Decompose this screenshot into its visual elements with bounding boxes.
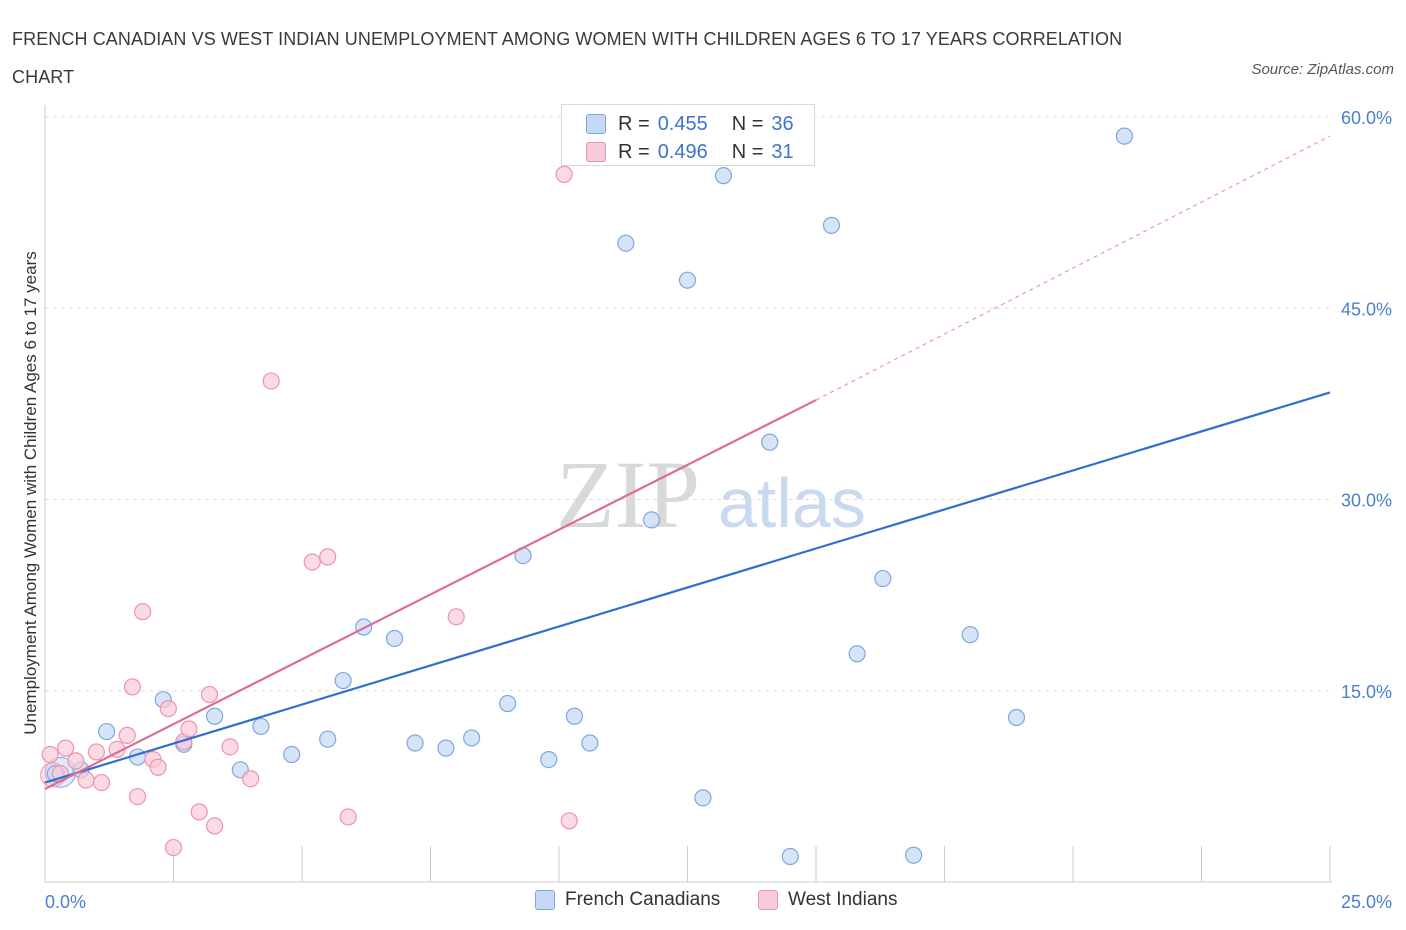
french-point [565, 707, 584, 725]
french-point [761, 433, 779, 451]
chart-title: FRENCH CANADIAN VS WEST INDIAN UNEMPLOYM… [12, 29, 1123, 87]
french-point [206, 707, 224, 725]
west-point [447, 608, 465, 626]
legend-label: West Indians [788, 889, 898, 910]
y-tick-label: 15.0% [1341, 682, 1392, 702]
french-point [694, 789, 712, 807]
french-point [822, 216, 841, 234]
french-point [540, 750, 558, 769]
french-point [252, 717, 270, 736]
legend-item-french[interactable]: French Canadians [535, 889, 720, 911]
west-point [41, 745, 59, 764]
french-point [617, 234, 635, 252]
data-points [40, 127, 1134, 866]
french-point [463, 729, 481, 747]
r-value: 0.496 [657, 140, 708, 163]
french-point [437, 739, 455, 757]
west-point [149, 758, 167, 776]
y-tick-label: 45.0% [1341, 299, 1392, 319]
french-regression-line [44, 391, 1331, 784]
west-point [87, 743, 106, 761]
french-point [848, 645, 866, 663]
french-point [319, 730, 337, 748]
west-point [262, 372, 280, 390]
r-label: R = [618, 140, 650, 163]
tick-labels: 15.0% 30.0% 45.0% 60.0% 0.0% 25.0% [45, 108, 1392, 912]
french-point [334, 671, 352, 690]
west-point [77, 771, 95, 789]
n-label: N = [731, 140, 764, 163]
french-swatch [586, 114, 606, 134]
french-point [781, 847, 799, 866]
axes [44, 105, 1332, 883]
french-point [961, 626, 979, 644]
west-point [128, 787, 147, 806]
west-point [67, 752, 85, 770]
n-value: 36 [771, 112, 794, 135]
west-point [159, 699, 177, 718]
west-point [555, 165, 573, 183]
west-point [134, 603, 152, 621]
n-label: N = [731, 112, 764, 135]
west-point [118, 726, 136, 744]
x-tick-label: 0.0% [45, 892, 86, 912]
west-point [560, 812, 578, 830]
west-point [221, 738, 239, 756]
french-point [406, 734, 424, 752]
west-regression-extension [815, 135, 1331, 401]
west-point [200, 685, 219, 704]
french-point [1115, 127, 1134, 145]
west-point [123, 678, 141, 696]
west-point [303, 553, 321, 571]
west-point [56, 739, 75, 757]
west-point [242, 770, 260, 788]
french-point [385, 629, 404, 648]
french-point [905, 846, 923, 864]
french-point [98, 722, 116, 741]
west-point [164, 838, 183, 857]
west-point [92, 773, 111, 792]
french-point [874, 569, 892, 588]
grid-lines [45, 116, 1330, 692]
y-tick-label: 30.0% [1341, 491, 1392, 511]
west-point [319, 548, 337, 566]
west-swatch [586, 142, 606, 162]
n-value: 31 [771, 140, 794, 163]
french-point [714, 167, 733, 185]
x-tick-label: 25.0% [1341, 892, 1392, 912]
french-point [499, 694, 517, 713]
y-axis-label: Unemployment Among Women with Children A… [21, 251, 40, 735]
stats-legend-row-french: R = 0.455 N = 36 [586, 111, 794, 137]
legend-item-west[interactable]: West Indians [758, 889, 897, 911]
west-point [206, 817, 224, 835]
west-swatch [758, 890, 778, 910]
west-point [190, 803, 208, 821]
west-regression-line [44, 399, 817, 790]
west-point [339, 808, 357, 826]
french-point [678, 271, 697, 289]
watermark: ZIP atlas [556, 441, 866, 548]
r-value: 0.455 [657, 112, 708, 135]
legend-label: French Canadians [565, 889, 721, 910]
french-point [1007, 708, 1026, 727]
french-point [283, 745, 301, 764]
french-point [642, 511, 661, 529]
stats-legend-row-west: R = 0.496 N = 31 [586, 139, 794, 165]
regression-lines [44, 135, 1331, 790]
stats-legend: R = 0.455 N = 36 R = 0.496 N = 31 [561, 104, 815, 166]
french-point [581, 734, 599, 752]
french-swatch [535, 890, 555, 910]
r-label: R = [618, 112, 650, 135]
west-point [180, 720, 198, 738]
watermark-atlas: atlas [718, 464, 866, 542]
y-tick-label: 60.0% [1341, 108, 1392, 128]
source-note: Source: ZipAtlas.com [1251, 61, 1394, 78]
